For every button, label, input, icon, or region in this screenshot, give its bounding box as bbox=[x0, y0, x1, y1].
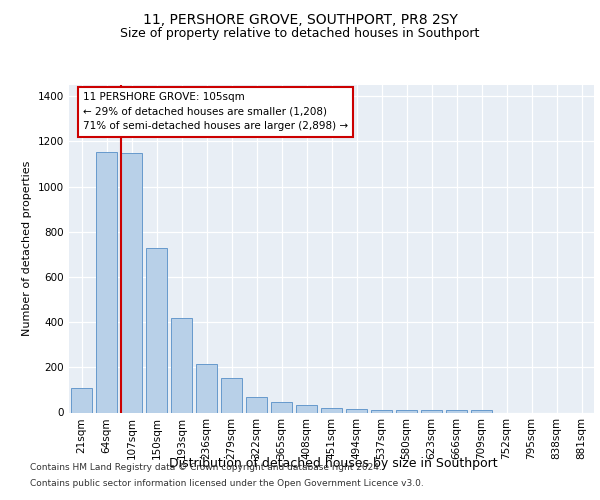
Bar bbox=[221, 378, 242, 412]
Bar bbox=[471, 410, 492, 412]
Bar bbox=[396, 410, 417, 412]
Bar bbox=[296, 406, 317, 412]
Bar bbox=[246, 396, 267, 412]
Text: Contains public sector information licensed under the Open Government Licence v3: Contains public sector information licen… bbox=[30, 478, 424, 488]
Bar bbox=[146, 248, 167, 412]
Bar bbox=[321, 408, 342, 412]
Text: 11 PERSHORE GROVE: 105sqm
← 29% of detached houses are smaller (1,208)
71% of se: 11 PERSHORE GROVE: 105sqm ← 29% of detac… bbox=[83, 92, 348, 132]
Text: Distribution of detached houses by size in Southport: Distribution of detached houses by size … bbox=[169, 458, 497, 470]
Bar bbox=[371, 410, 392, 412]
Text: Contains HM Land Registry data © Crown copyright and database right 2024.: Contains HM Land Registry data © Crown c… bbox=[30, 464, 382, 472]
Bar bbox=[196, 364, 217, 412]
Bar bbox=[346, 409, 367, 412]
Y-axis label: Number of detached properties: Number of detached properties bbox=[22, 161, 32, 336]
Bar bbox=[71, 388, 92, 412]
Bar bbox=[271, 402, 292, 412]
Text: Size of property relative to detached houses in Southport: Size of property relative to detached ho… bbox=[121, 28, 479, 40]
Text: 11, PERSHORE GROVE, SOUTHPORT, PR8 2SY: 11, PERSHORE GROVE, SOUTHPORT, PR8 2SY bbox=[143, 12, 457, 26]
Bar bbox=[171, 318, 192, 412]
Bar bbox=[421, 410, 442, 412]
Bar bbox=[96, 152, 117, 412]
Bar bbox=[446, 410, 467, 412]
Bar bbox=[121, 153, 142, 412]
